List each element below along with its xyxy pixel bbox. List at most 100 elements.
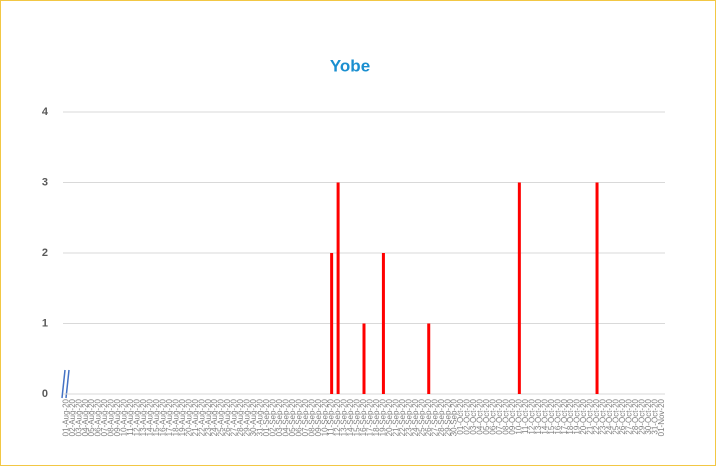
x-tick-label: 02-Oct-20 — [463, 398, 472, 434]
x-tick-label: 18-Aug-20 — [171, 398, 180, 436]
axis-break — [61, 369, 66, 399]
x-tick-label: 01-Sep-20 — [262, 398, 271, 436]
y-tick-label: 4 — [42, 106, 49, 118]
x-tick-label: 12-Oct-20 — [527, 398, 536, 434]
x-tick-label: 08-Aug-20 — [107, 398, 116, 436]
x-tick-label: 06-Oct-20 — [489, 398, 498, 434]
x-tick-label: 11-Aug-20 — [126, 398, 135, 435]
x-tick-label: 22-Aug-20 — [197, 398, 206, 436]
x-tick-label: 14-Oct-20 — [540, 398, 549, 434]
x-tick-label: 13-Sep-20 — [340, 398, 349, 436]
x-tick-label: 19-Sep-20 — [379, 398, 388, 436]
x-tick-label: 05-Oct-20 — [482, 398, 491, 434]
x-tick-label: 17-Aug-20 — [165, 398, 174, 436]
x-tick-label: 02-Sep-20 — [268, 398, 277, 436]
x-tick-label: 15-Sep-20 — [353, 398, 362, 436]
x-tick-label: 31-Aug-20 — [256, 398, 265, 436]
y-tick-label: 1 — [42, 317, 48, 329]
x-tick-label: 18-Sep-20 — [372, 398, 381, 436]
x-tick-label: 05-Aug-20 — [87, 398, 96, 436]
x-tick-label: 13-Oct-20 — [534, 398, 543, 434]
x-tick-label: 29-Oct-20 — [637, 398, 646, 434]
x-tick-label: 08-Sep-20 — [307, 398, 316, 436]
x-tick-label: 04-Oct-20 — [476, 398, 485, 434]
x-tick-label: 30-Sep-20 — [450, 398, 459, 436]
x-tick-label: 16-Aug-20 — [158, 398, 167, 436]
x-tick-label: 06-Aug-20 — [94, 398, 103, 436]
x-tick-label: 03-Oct-20 — [469, 398, 478, 434]
y-tick-label: 3 — [42, 176, 48, 188]
x-tick-label: 09-Oct-20 — [508, 398, 517, 434]
x-tick-label: 12-Sep-20 — [333, 398, 342, 436]
x-tick-label: 11-Oct-20 — [521, 398, 530, 434]
bar — [330, 253, 334, 394]
bar — [427, 323, 431, 394]
x-tick-label: 21-Aug-20 — [191, 398, 200, 436]
x-tick-label: 14-Aug-20 — [145, 398, 154, 436]
x-tick-label: 14-Sep-20 — [346, 398, 355, 436]
x-tick-label: 17-Sep-20 — [366, 398, 375, 436]
x-tick-label: 30-Oct-20 — [644, 398, 653, 434]
x-tick-label: 31-Oct-20 — [650, 398, 659, 434]
x-tick-label: 04-Sep-20 — [281, 398, 290, 436]
x-tick-label: 02-Aug-20 — [68, 398, 77, 436]
x-tick-label: 06-Sep-20 — [294, 398, 303, 436]
x-tick-label: 21-Sep-20 — [391, 398, 400, 436]
x-tick-label: 30-Aug-20 — [249, 398, 258, 436]
x-tick-label: 21-Oct-20 — [586, 398, 595, 434]
bar — [362, 323, 366, 394]
x-tick-label: 10-Aug-20 — [120, 398, 129, 436]
x-tick-label: 03-Sep-20 — [275, 398, 284, 436]
x-tick-label: 22-Oct-20 — [592, 398, 601, 434]
x-tick-label: 17-Oct-20 — [560, 398, 569, 434]
x-tick-label: 09-Aug-20 — [113, 398, 122, 436]
x-tick-label: 16-Sep-20 — [359, 398, 368, 436]
x-tick-label: 28-Sep-20 — [437, 398, 446, 436]
x-tick-label: 08-Oct-20 — [502, 398, 511, 434]
x-tick-label: 01-Oct-20 — [456, 398, 465, 434]
chart-title: Yobe — [330, 56, 370, 75]
x-tick-label: 24-Oct-20 — [605, 398, 614, 434]
x-tick-label: 01-Aug-20 — [61, 398, 70, 436]
x-tick-label: 12-Aug-20 — [133, 398, 142, 436]
x-tick-label: 01-Nov-20 — [657, 398, 666, 436]
y-tick-label: 0 — [42, 388, 48, 400]
x-tick-label: 23-Oct-20 — [599, 398, 608, 434]
x-tick-label: 15-Aug-20 — [152, 398, 161, 436]
x-tick-label: 22-Sep-20 — [398, 398, 407, 436]
bar — [381, 253, 385, 394]
x-tick-label: 24-Aug-20 — [210, 398, 219, 436]
x-tick-label: 15-Oct-20 — [547, 398, 556, 434]
x-tick-label: 29-Aug-20 — [243, 398, 252, 436]
x-tick-label: 27-Aug-20 — [230, 398, 239, 436]
x-tick-label: 28-Oct-20 — [631, 398, 640, 434]
x-tick-label: 13-Aug-20 — [139, 398, 148, 436]
x-tick-label: 25-Aug-20 — [217, 398, 226, 436]
x-tick-label: 25-Sep-20 — [417, 398, 426, 436]
x-tick-label: 29-Sep-20 — [443, 398, 452, 436]
x-tick-label: 07-Sep-20 — [301, 398, 310, 436]
x-tick-label: 27-Sep-20 — [430, 398, 439, 436]
y-tick-label: 2 — [42, 247, 48, 259]
axis-break — [65, 369, 70, 399]
x-tick-label: 25-Oct-20 — [612, 398, 621, 434]
bar — [595, 182, 599, 394]
x-tick-label: 26-Aug-20 — [223, 398, 232, 436]
x-tick-label: 07-Aug-20 — [100, 398, 109, 436]
bar — [517, 182, 521, 394]
x-tick-label: 04-Aug-20 — [81, 398, 90, 436]
x-tick-label: 09-Sep-20 — [314, 398, 323, 436]
x-tick-label: 11-Sep-20 — [327, 398, 336, 435]
x-tick-label: 19-Oct-20 — [573, 398, 582, 434]
x-tick-label: 20-Sep-20 — [385, 398, 394, 436]
x-tick-label: 28-Aug-20 — [236, 398, 245, 436]
x-tick-label: 10-Sep-20 — [320, 398, 329, 436]
x-tick-label: 05-Sep-20 — [288, 398, 297, 436]
x-tick-label: 27-Oct-20 — [625, 398, 634, 434]
x-tick-label: 03-Aug-20 — [74, 398, 83, 436]
x-tick-label: 23-Sep-20 — [404, 398, 413, 436]
x-tick-label: 20-Aug-20 — [184, 398, 193, 436]
x-tick-label: 24-Sep-20 — [411, 398, 420, 436]
bar — [336, 182, 340, 394]
